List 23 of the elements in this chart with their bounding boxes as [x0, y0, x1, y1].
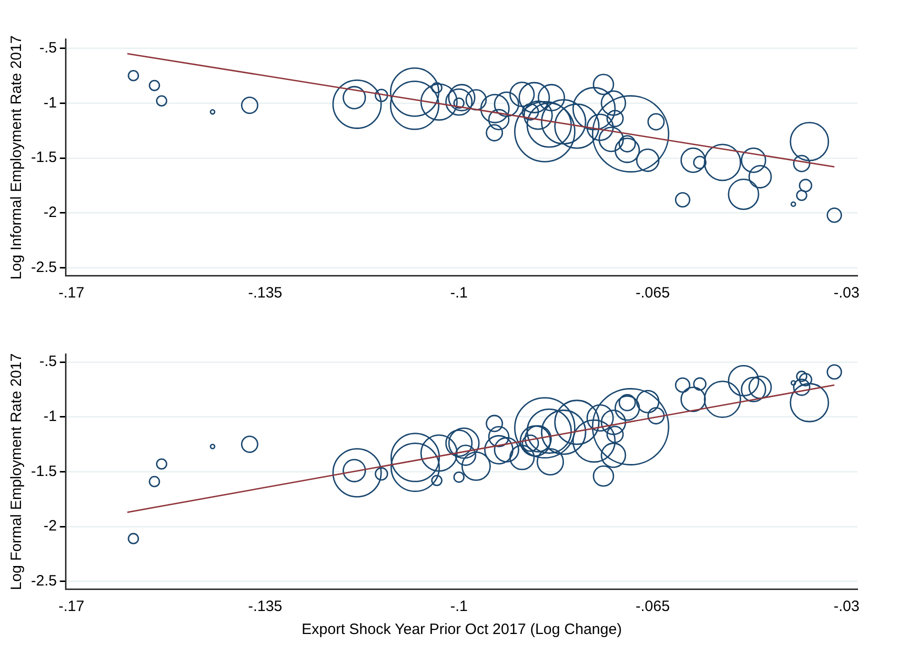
x-tick-label: -.065 [636, 284, 670, 302]
y-tick-label: -2.5 [30, 572, 57, 590]
y-tick-label: -.5 [39, 353, 57, 370]
y-tick-label: -1.5 [30, 149, 57, 166]
x-tick-label: -.135 [248, 598, 282, 616]
y-tick-label: -2 [44, 204, 57, 222]
y-tick-label: -1 [44, 94, 57, 112]
x-tick-label: -.135 [248, 284, 282, 302]
x-tick-label: -.17 [58, 284, 84, 302]
x-tick-label: -.17 [58, 598, 84, 616]
y-tick-label: -2.5 [30, 259, 57, 276]
y-axis-title: Log Formal Employment Rate 2017 [8, 353, 26, 590]
y-axis-title: Log Informal Employment Rate 2017 [8, 35, 26, 280]
x-tick-label: -.1 [450, 284, 468, 302]
y-tick-label: -1 [44, 408, 57, 426]
x-axis-title: Export Shock Year Prior Oct 2017 (Log Change) [302, 621, 622, 638]
y-tick-label: -1.5 [30, 462, 57, 480]
x-tick-label: -.065 [636, 598, 670, 616]
x-tick-label: -.03 [834, 284, 860, 302]
x-tick-label: -.03 [834, 598, 860, 616]
x-tick-label: -.1 [450, 598, 468, 616]
y-tick-label: -2 [44, 518, 57, 535]
y-tick-label: -.5 [39, 39, 57, 56]
